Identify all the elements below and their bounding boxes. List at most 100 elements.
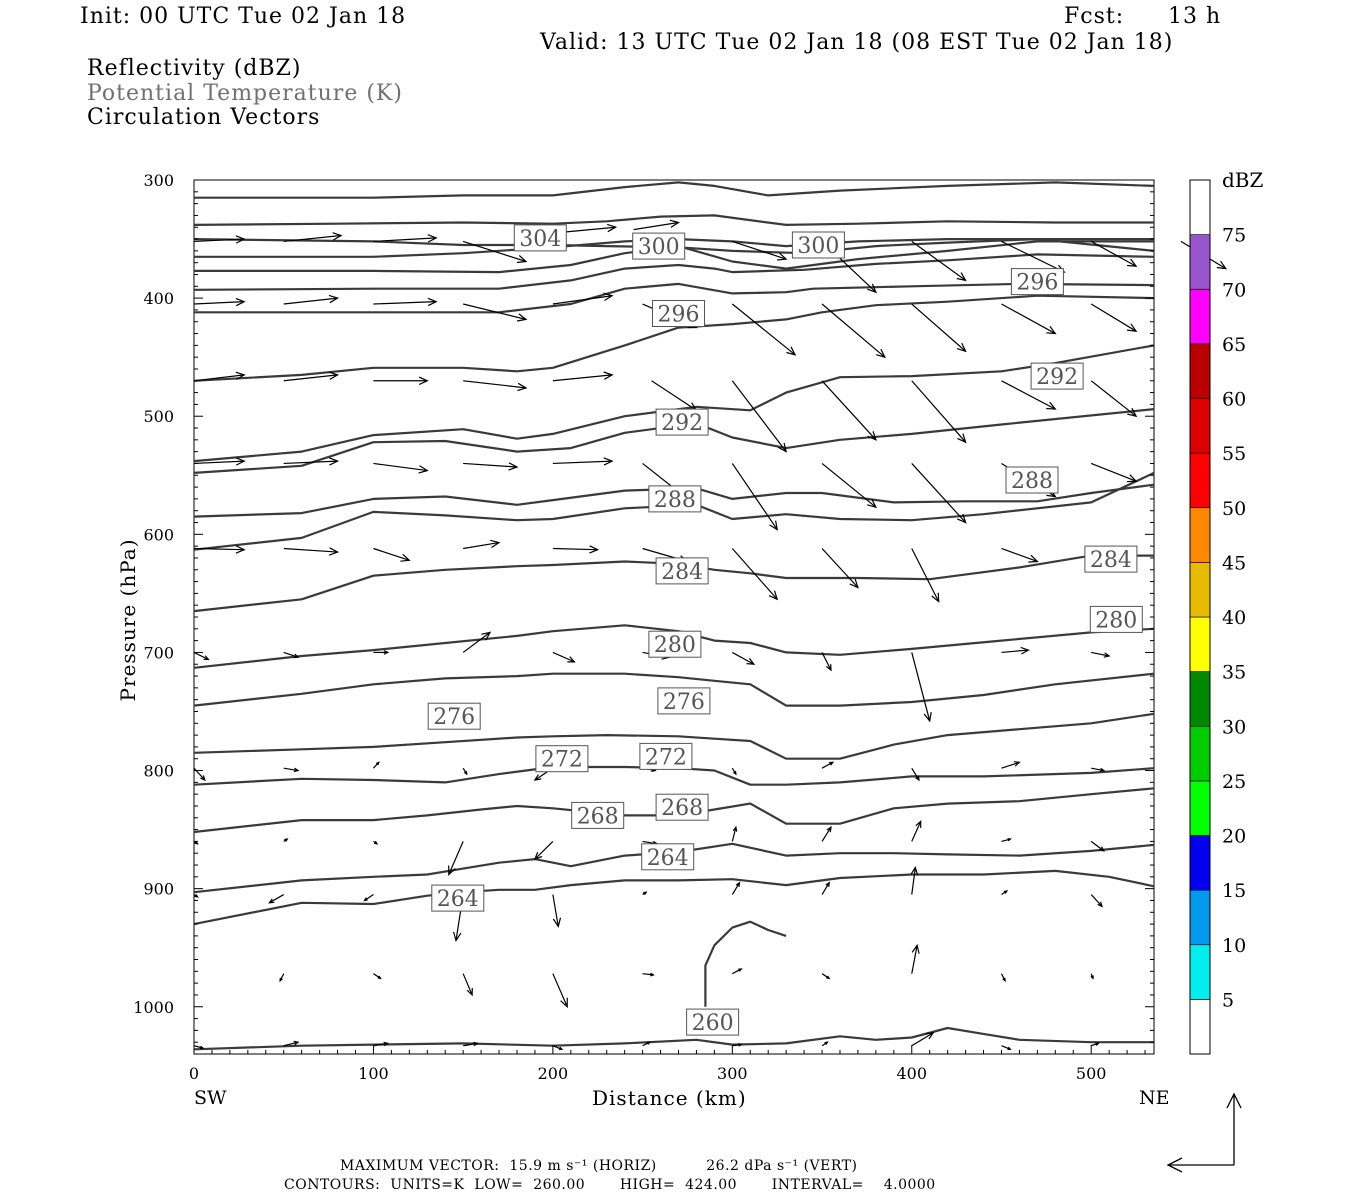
vector-head: [427, 297, 438, 307]
vector-head: [1028, 554, 1039, 563]
circulation-vector-19: [821, 303, 886, 359]
contour-label-box: [1084, 545, 1138, 573]
vector-shaft: [534, 840, 554, 860]
theta-contour-14: [193, 672, 1155, 707]
reference-horizontal-head: [1166, 1157, 1183, 1173]
vector-shaft: [731, 827, 737, 842]
vector-head: [1020, 646, 1030, 655]
vector-shaft: [633, 221, 679, 231]
vector-shaft: [1001, 547, 1038, 563]
vector-shaft: [193, 238, 245, 243]
circulation-vector-111: [283, 1040, 300, 1047]
circulation-vector-105: [732, 968, 743, 975]
circulation-vector-81: [448, 841, 464, 876]
contour-label-21: 260: [686, 1008, 740, 1036]
vector-head: [1216, 260, 1228, 270]
vector-head: [235, 371, 246, 381]
vector-head: [738, 968, 743, 972]
contour-label-text: 260: [692, 1011, 734, 1036]
theta-contour-0: [194, 181, 1155, 199]
circulation-vector-120: [1091, 1042, 1100, 1047]
circulation-vector-3: [462, 240, 528, 264]
vector-shaft: [731, 463, 778, 530]
vector-head: [768, 590, 779, 601]
contour-label-box: [431, 884, 485, 912]
circulation-vector-22: [1090, 303, 1138, 332]
vector-shaft: [373, 237, 437, 243]
vector-shaft: [283, 374, 338, 382]
valid-time: Valid: 13 UTC Tue 02 Jan 18 (08 EST Tue …: [540, 30, 1174, 55]
contour-label-box: [1005, 466, 1059, 494]
contour-label-18: 268: [655, 793, 709, 821]
colorbar-bin-1: [1189, 944, 1211, 1000]
vector-head: [1095, 1042, 1100, 1046]
theta-contour-16: [193, 765, 1155, 786]
colorbar-bin-7: [1189, 616, 1211, 672]
vector-shaft: [911, 945, 918, 974]
vector-head: [1103, 652, 1111, 658]
x-tick-label-0: 0: [189, 1064, 199, 1083]
contour-label-box: [427, 702, 481, 730]
contour-label-box: [655, 793, 709, 821]
x-tick-label-2: 200: [538, 1064, 569, 1083]
circulation-vector-35: [283, 457, 340, 466]
circulation-vector-104: [642, 972, 655, 977]
colorbar-label-1: 10: [1222, 935, 1246, 957]
vector-shaft: [283, 651, 299, 658]
vector-head: [328, 547, 340, 556]
vector-shaft: [731, 303, 796, 356]
y-tick-label-0: 300: [143, 171, 174, 190]
vector-head: [279, 977, 283, 983]
vector-head: [824, 1041, 829, 1046]
theta-contour-1: [193, 214, 1154, 226]
vector-head: [517, 382, 528, 392]
circulation-vector-75: [911, 767, 920, 782]
y-tick-label-6: 900: [143, 880, 174, 899]
vector-shaft: [283, 460, 338, 465]
colorbar-unit: dBZ: [1222, 168, 1264, 192]
contour-label-box: [571, 801, 625, 829]
vector-shaft: [821, 380, 877, 441]
vector-shaft: [1090, 380, 1137, 417]
vector-head: [957, 513, 967, 524]
colorbar-bin-3: [1189, 835, 1211, 891]
contour-label-16: 272: [639, 742, 693, 770]
circulation-vector-12: [193, 297, 246, 307]
vector-shaft: [373, 1042, 388, 1047]
vector-head: [533, 851, 543, 861]
circulation-vector-29: [731, 380, 787, 453]
vector-head: [603, 371, 614, 380]
vector-head: [235, 297, 246, 307]
circulation-vector-8: [911, 240, 967, 282]
contour-label-text: 276: [663, 690, 705, 715]
contour-label-box: [648, 630, 702, 658]
contour-label-box: [1030, 362, 1084, 390]
vector-shaft: [1001, 303, 1056, 335]
vector-shaft: [193, 1045, 204, 1049]
vector-shaft: [193, 460, 245, 465]
vector-head: [777, 252, 788, 261]
vector-shaft: [1090, 840, 1105, 852]
circulation-vector-16: [552, 292, 614, 305]
contour-label-10: 284: [655, 557, 709, 585]
vector-head: [466, 987, 473, 997]
vector-shaft: [552, 651, 575, 663]
colorbar-label-4: 25: [1222, 771, 1246, 793]
vector-head: [194, 894, 199, 898]
vector-shaft: [373, 547, 410, 561]
vector-head: [328, 457, 340, 466]
circulation-vector-74: [821, 761, 835, 769]
vector-head: [463, 771, 468, 776]
circulation-vector-32: [1001, 380, 1057, 410]
contour-label-text: 276: [433, 705, 475, 730]
vector-head: [733, 771, 737, 776]
circulation-vector-69: [372, 761, 380, 769]
vector-head: [293, 653, 300, 659]
circulation-vector-18: [731, 303, 797, 356]
contour-label-box: [655, 408, 709, 436]
circulation-vector-49: [552, 545, 600, 554]
vector-head: [867, 498, 878, 509]
colorbar-bin-5: [1189, 725, 1211, 782]
circulation-vector-33: [1090, 380, 1138, 418]
